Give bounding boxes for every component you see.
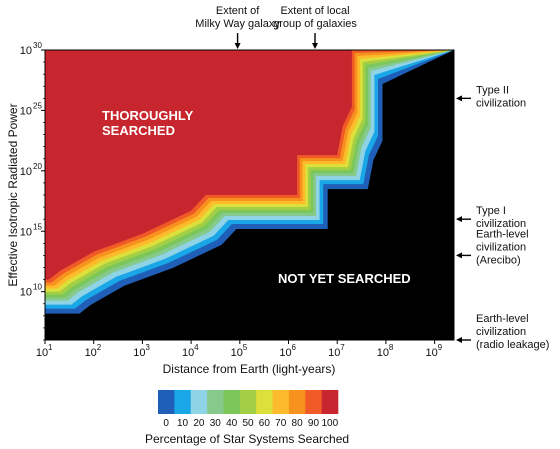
right-annotation-line: Type II [476, 84, 509, 96]
right-annotation-line: civilization [476, 97, 526, 109]
top-annotation-line: Extent of [216, 5, 260, 17]
colorbar-tick-label: 100 [321, 418, 338, 429]
region-label-line: THOROUGHLY [102, 108, 194, 123]
right-annotation-line: (Arecibo) [476, 254, 521, 266]
x-axis-label: Distance from Earth (light-years) [163, 362, 336, 376]
x-tick-label: 10 [133, 347, 145, 359]
top-annotation-line: Extent of local [280, 5, 349, 17]
left-arrow-head [456, 216, 462, 223]
colorbar-tick-label: 60 [259, 418, 271, 429]
y-tick-exponent: 20 [33, 162, 42, 171]
colorbar-swatch [272, 390, 290, 414]
x-tick-exponent: 3 [145, 343, 150, 352]
y-tick-exponent: 25 [33, 101, 42, 110]
left-arrow-head [456, 95, 462, 102]
colorbar-tick-label: 10 [177, 418, 189, 429]
x-tick-label: 10 [425, 347, 437, 359]
colorbar-swatch [256, 390, 273, 414]
colorbar-swatch [190, 390, 208, 414]
right-annotation-line: (radio leakage) [476, 339, 549, 351]
colorbar-tick-label: 40 [226, 418, 238, 429]
x-tick-label: 10 [182, 347, 194, 359]
left-arrow-head [456, 337, 462, 343]
colorbar-swatch [288, 390, 306, 414]
y-tick-exponent: 15 [33, 222, 42, 231]
y-axis-label: Effective Isotropic Radiated Power [6, 103, 20, 286]
x-tick-exponent: 1 [48, 343, 53, 352]
y-tick-exponent: 10 [33, 283, 42, 292]
y-tick-label: 10 [20, 287, 32, 299]
colorbar-swatch [158, 390, 175, 414]
x-tick-label: 10 [328, 347, 340, 359]
colorbar-swatch [174, 390, 192, 414]
right-annotation-line: civilization [476, 218, 526, 230]
x-tick-exponent: 5 [243, 343, 248, 352]
y-tick-label: 10 [20, 45, 32, 57]
x-tick-label: 10 [377, 347, 389, 359]
x-tick-label: 10 [231, 347, 243, 359]
x-tick-exponent: 2 [97, 343, 102, 352]
colorbar-swatch [223, 390, 241, 414]
x-tick-exponent: 4 [194, 343, 199, 352]
y-tick-label: 10 [20, 166, 32, 178]
x-axis-ticks: 10 1 10 2 10 3 10 4 10 5 10 6 10 7 10 8 10 9 [36, 340, 443, 359]
colorbar-legend: 0 10 20 30 40 50 60 70 80 90 100 [158, 390, 339, 429]
top-annotation-line: Milky Way galaxy [195, 18, 280, 30]
right-annotation-line: Earth-level [476, 313, 529, 325]
right-annotation-line: civilization [476, 241, 526, 253]
colorbar-tick-label: 90 [308, 418, 320, 429]
colorbar-tick-label: 0 [163, 418, 169, 429]
x-tick-exponent: 6 [292, 343, 297, 352]
colorbar-tick-label: 20 [193, 418, 205, 429]
down-arrow-head [312, 43, 319, 49]
y-tick-label: 10 [20, 105, 32, 117]
region-label-line: SEARCHED [102, 123, 175, 138]
colorbar-swatch [239, 390, 257, 414]
top-annotation-line: group of galaxies [273, 18, 357, 30]
x-tick-label: 10 [36, 347, 48, 359]
right-annotation-line: Type I [476, 205, 506, 217]
x-tick-label: 10 [85, 347, 97, 359]
heatmap-bands [45, 50, 454, 314]
down-arrow-head [234, 43, 241, 49]
region-label-line: NOT YET SEARCHED [278, 271, 411, 286]
colorbar-tick-label: 70 [275, 418, 287, 429]
right-annotation-line: civilization [476, 326, 526, 338]
right-annotation-line: Earth-level [476, 228, 529, 240]
y-tick-exponent: 30 [33, 41, 42, 50]
x-tick-label: 10 [279, 347, 291, 359]
colorbar-swatch [321, 390, 339, 414]
colorbar-swatch [207, 390, 224, 414]
heat-band-100-percent [45, 50, 454, 280]
left-arrow-head [456, 252, 462, 259]
x-tick-exponent: 7 [340, 343, 345, 352]
colorbar-tick-label: 50 [242, 418, 254, 429]
colorbar-label: Percentage of Star Systems Searched [145, 432, 349, 446]
x-tick-exponent: 9 [438, 343, 443, 352]
y-tick-label: 10 [20, 226, 32, 238]
colorbar-swatch [305, 390, 322, 414]
colorbar-tick-label: 30 [210, 418, 222, 429]
colorbar-tick-label: 80 [292, 418, 304, 429]
x-tick-exponent: 8 [389, 343, 394, 352]
